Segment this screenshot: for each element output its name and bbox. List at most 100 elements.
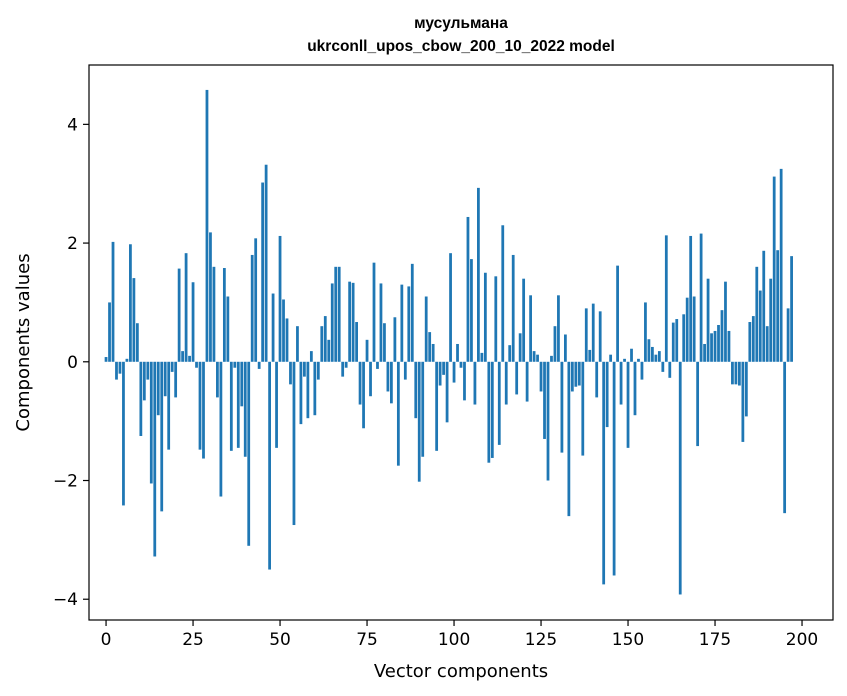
bar <box>435 361 439 451</box>
bar <box>163 361 167 397</box>
bar <box>515 361 519 395</box>
bar <box>463 361 466 401</box>
bar <box>407 286 411 362</box>
bar <box>550 355 553 362</box>
bar <box>362 361 365 429</box>
bar <box>744 361 748 417</box>
bar <box>619 361 623 405</box>
bar <box>710 333 713 362</box>
bar <box>508 345 512 362</box>
bar <box>459 361 463 368</box>
bar <box>184 253 188 362</box>
bar <box>365 339 369 362</box>
bar <box>647 339 651 362</box>
y-tick-label: 0 <box>67 353 78 373</box>
bar <box>758 290 762 362</box>
x-tick-label: 150 <box>612 630 644 650</box>
bar <box>320 326 324 362</box>
bar <box>306 361 310 419</box>
bar <box>595 361 599 398</box>
bar <box>142 361 146 401</box>
bar <box>403 361 407 380</box>
bar <box>104 357 108 362</box>
bar <box>598 311 602 362</box>
bar <box>438 361 442 386</box>
bar <box>623 358 626 362</box>
bar <box>337 266 341 362</box>
bar <box>264 164 268 362</box>
bar <box>414 361 418 419</box>
bar <box>257 361 261 369</box>
bar <box>372 262 376 362</box>
bar <box>334 266 338 362</box>
bar <box>417 361 421 482</box>
bar <box>612 361 616 576</box>
bar <box>661 361 665 372</box>
x-tick-label: 200 <box>786 630 818 650</box>
bar <box>543 361 546 439</box>
bar <box>685 297 689 362</box>
bar <box>268 361 271 570</box>
bar <box>132 278 136 362</box>
bar <box>557 295 560 362</box>
bar <box>358 361 362 405</box>
bar <box>546 361 550 481</box>
bar <box>167 361 171 450</box>
bar <box>386 361 390 392</box>
bar <box>529 295 532 362</box>
bar <box>376 361 379 369</box>
bar <box>696 361 700 447</box>
bar <box>751 316 755 362</box>
bar <box>275 361 278 448</box>
bar <box>296 326 299 362</box>
bar <box>783 361 787 514</box>
bar <box>522 278 526 362</box>
bar <box>654 354 658 362</box>
bar <box>630 348 633 362</box>
bar <box>748 322 752 362</box>
bar <box>511 254 515 362</box>
x-axis-label: Vector components <box>374 661 548 682</box>
bar <box>713 330 717 362</box>
bar <box>682 314 686 362</box>
bar <box>445 361 449 423</box>
bar <box>644 302 647 362</box>
x-tick-label: 100 <box>438 630 470 650</box>
bar <box>229 361 233 451</box>
bar <box>567 361 571 517</box>
bar <box>525 361 529 402</box>
bar <box>292 361 296 526</box>
bar <box>174 361 178 398</box>
bar <box>675 319 679 362</box>
bar <box>494 276 498 362</box>
bar <box>243 361 247 457</box>
bar <box>776 250 780 362</box>
bars-group <box>104 89 793 595</box>
bar <box>111 241 115 362</box>
y-tick-label: −4 <box>53 590 78 610</box>
bar <box>261 182 265 362</box>
bar <box>250 254 254 362</box>
bar <box>470 259 473 362</box>
bar <box>390 361 393 404</box>
bar <box>195 361 198 368</box>
bar <box>651 346 654 362</box>
bar <box>209 232 212 362</box>
x-tick-label: 175 <box>699 630 731 650</box>
bar <box>637 358 640 362</box>
bar <box>640 361 644 380</box>
bar <box>668 361 672 378</box>
bar <box>605 361 609 428</box>
bar <box>254 238 258 362</box>
chart-title-line2: ukrconll_upos_cbow_200_10_2022 model <box>307 38 615 55</box>
bar <box>731 361 734 385</box>
bar <box>202 361 205 459</box>
bar <box>466 216 470 362</box>
bar <box>222 268 226 362</box>
bar <box>762 250 766 362</box>
bar <box>577 361 581 386</box>
bar <box>303 361 306 377</box>
bar <box>327 339 331 362</box>
y-axis: −4 −2 0 2 4 <box>53 115 89 610</box>
bar <box>727 330 731 362</box>
